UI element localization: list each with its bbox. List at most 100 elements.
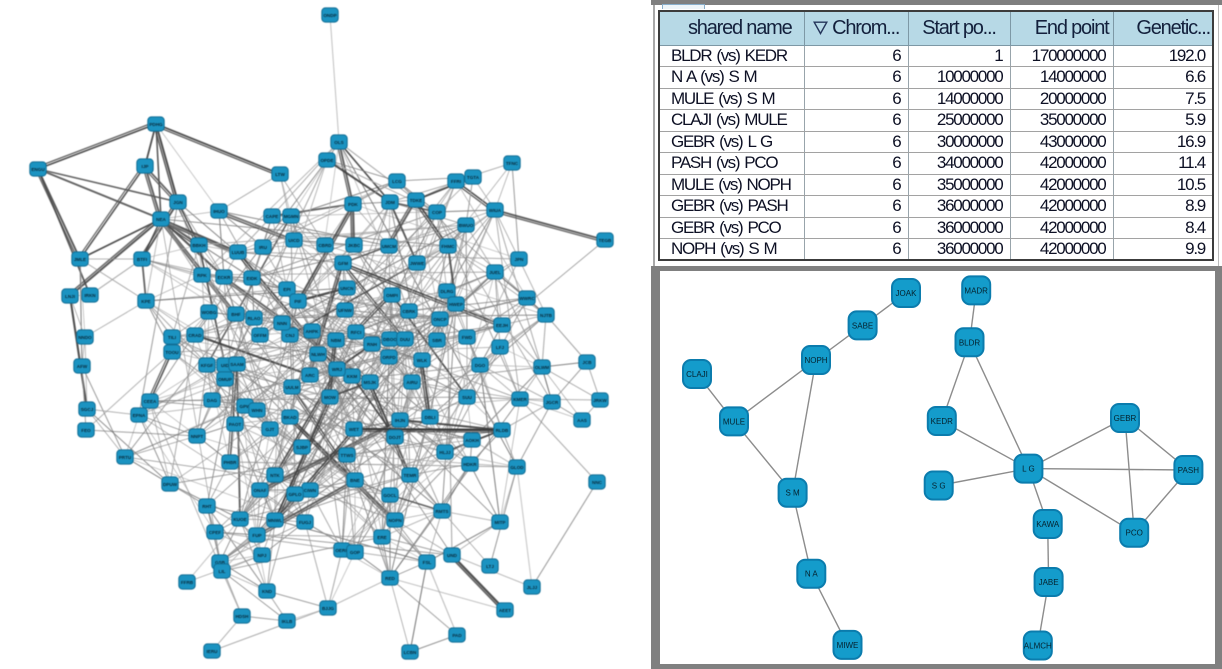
svg-text:JWWE: JWWE — [410, 261, 424, 266]
svg-text:CEEA: CEEA — [144, 399, 157, 404]
svg-text:SJBP: SJBP — [296, 445, 308, 450]
svg-text:GOCL: GOCL — [383, 493, 396, 498]
svg-text:JKBC: JKBC — [348, 243, 361, 248]
svg-text:JPN: JPN — [515, 257, 525, 262]
svg-text:DGO: DGO — [475, 363, 486, 368]
svg-text:IRU: IRU — [259, 245, 268, 250]
svg-text:NOPN: NOPN — [388, 518, 402, 523]
svg-text:LIL: LIL — [219, 569, 226, 574]
svg-text:EIDK: EIDK — [247, 276, 259, 281]
svg-text:OLWM: OLWM — [535, 365, 549, 370]
svg-text:OFFM: OFFM — [253, 333, 266, 338]
svg-text:WHN: WHN — [252, 408, 264, 413]
svg-text:PHBR: PHBR — [223, 460, 237, 465]
svg-text:AFW: AFW — [77, 364, 88, 369]
svg-text:NEA: NEA — [156, 217, 166, 222]
svg-text:ALMCH: ALMCH — [1024, 642, 1052, 651]
svg-text:TILI: TILI — [168, 335, 176, 340]
svg-text:KPE: KPE — [141, 299, 150, 304]
svg-text:RMTS: RMTS — [435, 509, 448, 514]
svg-text:BWUO: BWUO — [459, 223, 474, 228]
svg-text:PCO: PCO — [1126, 529, 1143, 538]
svg-text:NLWH: NLWH — [311, 352, 325, 357]
svg-text:SAAM: SAAM — [230, 362, 244, 367]
svg-text:MITP: MITP — [495, 520, 506, 525]
svg-text:RED: RED — [385, 576, 395, 581]
svg-text:GEBR: GEBR — [1114, 414, 1137, 423]
svg-text:DLRG: DLRG — [440, 289, 453, 294]
svg-text:LCBN: LCBN — [404, 650, 417, 655]
svg-text:ONDP: ONDP — [323, 13, 336, 18]
svg-text:MGMN: MGMN — [284, 214, 299, 219]
svg-text:BLDR: BLDR — [959, 338, 981, 347]
svg-text:LNJI: LNJI — [65, 294, 75, 299]
svg-text:BJJG: BJJG — [322, 606, 334, 611]
svg-text:NJTB: NJTB — [540, 313, 553, 318]
svg-text:FSL: FSL — [423, 560, 432, 565]
svg-text:NNC: NNC — [592, 480, 603, 485]
svg-text:CNJ: CNJ — [285, 333, 295, 338]
svg-text:TGTA: TGTA — [467, 175, 480, 180]
svg-text:FWD: FWD — [462, 335, 473, 340]
svg-text:UID: UID — [221, 363, 230, 368]
svg-text:IHJN: IHJN — [395, 418, 406, 423]
svg-text:PDHG: PDHG — [149, 122, 163, 127]
svg-text:SGCJ: SGCJ — [81, 407, 94, 412]
svg-text:GPW: GPW — [240, 404, 252, 409]
svg-text:FHMC: FHMC — [441, 244, 455, 249]
svg-text:RPK: RPK — [197, 273, 207, 278]
svg-text:PIF: PIF — [294, 299, 301, 304]
svg-text:JGN: JGN — [173, 200, 183, 205]
svg-text:JCB: JCB — [582, 360, 592, 365]
svg-text:BKAD: BKAD — [283, 415, 297, 420]
svg-text:FFRB: FFRB — [181, 580, 194, 585]
svg-text:NNN: NNN — [277, 321, 288, 326]
svg-text:KUOE: KUOE — [233, 517, 246, 522]
svg-text:LUUB: LUUB — [232, 250, 245, 255]
svg-text:UFNW: UFNW — [338, 308, 352, 313]
svg-text:DPUW: DPUW — [163, 482, 178, 487]
svg-text:IHUO: IHUO — [213, 209, 225, 214]
svg-text:LFJ: LFJ — [496, 345, 505, 350]
svg-text:WET: WET — [349, 427, 359, 432]
svg-text:UMCM: UMCM — [382, 244, 396, 249]
svg-text:CBRD: CBRD — [318, 243, 332, 248]
svg-text:BBKH: BBKH — [192, 243, 206, 248]
svg-text:FUP: FUP — [252, 533, 261, 538]
svg-text:IJP: IJP — [142, 164, 149, 169]
svg-text:EPI: EPI — [283, 287, 290, 292]
svg-text:CBRK: CBRK — [402, 309, 416, 314]
svg-text:BTFI: BTFI — [137, 257, 147, 262]
svg-text:PAOT: PAOT — [229, 422, 242, 427]
svg-text:BNE: BNE — [350, 478, 360, 483]
svg-text:CRAD: CRAD — [188, 333, 202, 338]
svg-text:AEET: AEET — [499, 608, 511, 613]
svg-text:OPDE: OPDE — [320, 158, 333, 163]
svg-text:MOW: MOW — [324, 395, 336, 400]
svg-text:HDKR: HDKR — [463, 462, 477, 467]
svg-text:KMER: KMER — [513, 397, 527, 402]
svg-text:LTW: LTW — [275, 172, 285, 177]
svg-text:DAG: DAG — [207, 398, 218, 403]
svg-text:WWRC: WWRC — [519, 296, 535, 301]
svg-text:DBLI: DBLI — [425, 415, 436, 420]
svg-text:PRTU: PRTU — [119, 455, 132, 460]
svg-text:EPNA: EPNA — [133, 413, 146, 418]
svg-text:PAD: PAD — [452, 633, 462, 638]
svg-text:MSJK: MSJK — [364, 380, 377, 385]
svg-text:UULM: UULM — [285, 385, 298, 390]
svg-text:ECKR: ECKR — [217, 275, 231, 280]
svg-text:SBR: SBR — [432, 338, 442, 343]
svg-text:KEDR: KEDR — [931, 417, 953, 426]
svg-text:L G: L G — [1022, 465, 1035, 474]
svg-text:JGCR: JGCR — [546, 400, 559, 405]
svg-text:FFRI: FFRI — [451, 179, 461, 184]
svg-text:COP: COP — [432, 210, 442, 215]
svg-text:TEMR: TEMR — [403, 473, 417, 478]
svg-text:RNH: RNH — [367, 342, 378, 347]
svg-text:GOP: GOP — [350, 550, 360, 555]
svg-text:CLAJI: CLAJI — [686, 370, 708, 379]
svg-text:NBM: NBM — [331, 338, 342, 343]
svg-text:ERE: ERE — [377, 535, 386, 540]
svg-text:NTK: NTK — [270, 473, 280, 478]
